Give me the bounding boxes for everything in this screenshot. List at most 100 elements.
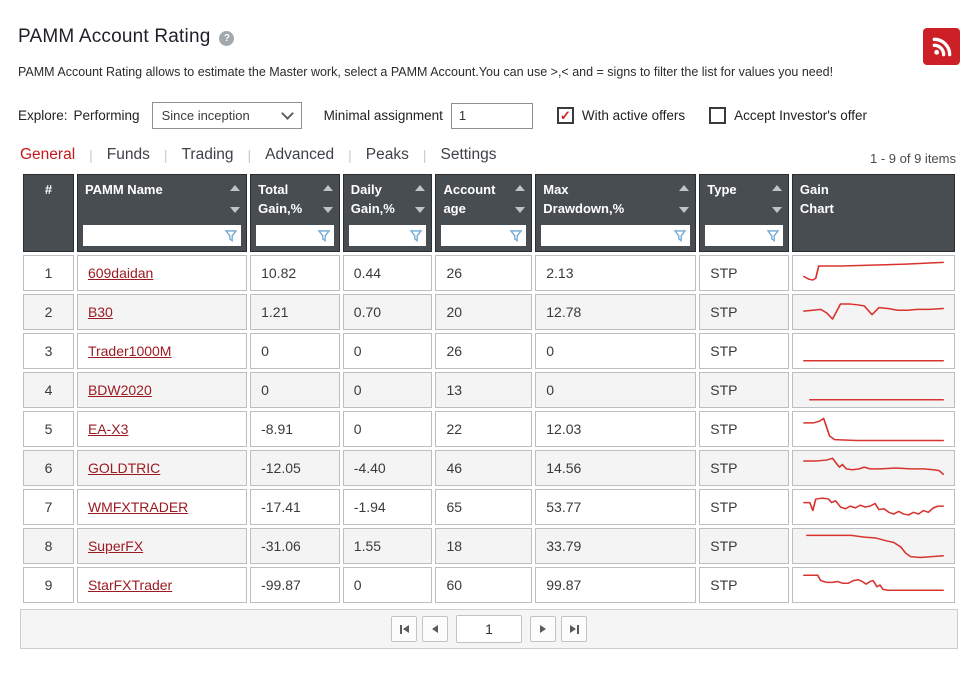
pamm-name-link[interactable]: BDW2020 <box>87 382 152 398</box>
total-gain-cell: -17.41 <box>250 489 340 525</box>
sort-up-icon[interactable] <box>679 185 690 191</box>
filter-input-age[interactable] <box>441 225 510 246</box>
column-header-age[interactable]: Account age <box>435 174 533 252</box>
filter-input-type[interactable] <box>705 225 766 246</box>
tab-general[interactable]: General <box>20 146 76 163</box>
column-header-type[interactable]: Type <box>699 174 789 252</box>
page-title: PAMM Account Rating <box>18 26 211 47</box>
title-row: PAMM Account Rating ? <box>18 26 958 48</box>
sort-up-icon[interactable] <box>515 185 526 191</box>
sort-up-icon[interactable] <box>322 185 333 191</box>
pamm-name-cell: Trader1000M <box>76 333 248 369</box>
column-header-chart: Gain Chart <box>791 174 955 252</box>
gain-chart-cell <box>791 411 955 447</box>
pamm-name-link[interactable]: 609daidan <box>87 265 154 281</box>
gain-chart-cell <box>791 450 955 486</box>
pamm-name-link[interactable]: StarFXTrader <box>87 577 173 593</box>
column-header-max_dd[interactable]: Max Drawdown,% <box>535 174 697 252</box>
daily-gain-cell: 0.44 <box>342 255 433 291</box>
gain-chart-cell <box>791 528 955 564</box>
type-cell: STP <box>699 411 789 447</box>
sort-down-icon[interactable] <box>322 207 333 213</box>
max-drawdown-cell: 14.56 <box>535 450 697 486</box>
last-page-button[interactable] <box>561 616 587 642</box>
minimal-assignment-input[interactable] <box>450 102 533 129</box>
account-age-cell: 22 <box>435 411 533 447</box>
max-drawdown-cell: 0 <box>535 372 697 408</box>
sort-up-icon[interactable] <box>415 185 426 191</box>
column-label: Type <box>707 182 737 197</box>
total-gain-cell: 10.82 <box>250 255 340 291</box>
filter-funnel-icon <box>317 229 331 242</box>
pamm-name-link[interactable]: B30 <box>87 304 113 320</box>
last-page-icon <box>576 624 579 634</box>
daily-gain-cell: 0 <box>342 411 433 447</box>
table-row: 6 GOLDTRIC -12.05 -4.40 46 14.56 STP <box>23 450 955 486</box>
checkbox-box[interactable]: ✓ <box>709 107 727 124</box>
gain-chart-cell <box>791 294 955 330</box>
row-number: 2 <box>23 294 74 330</box>
sort-up-icon[interactable] <box>771 185 782 191</box>
column-filter <box>705 225 783 246</box>
period-select[interactable]: Since inception <box>151 102 302 129</box>
filter-input-total_gain[interactable] <box>256 225 317 246</box>
column-filter <box>541 225 691 246</box>
sort-down-icon[interactable] <box>415 207 426 213</box>
account-age-cell: 60 <box>435 567 533 603</box>
checkbox-box[interactable]: ✓ <box>556 107 574 124</box>
tab-funds[interactable]: Funds <box>106 146 150 163</box>
column-filter <box>348 225 427 246</box>
pamm-name-cell: B30 <box>76 294 248 330</box>
tab-advanced[interactable]: Advanced <box>265 146 335 163</box>
filter-input-max_dd[interactable] <box>541 225 674 246</box>
tab-trading[interactable]: Trading <box>181 146 234 163</box>
column-header-name[interactable]: PAMM Name <box>76 174 248 252</box>
pamm-name-link[interactable]: EA-X3 <box>87 421 129 437</box>
total-gain-cell: -99.87 <box>250 567 340 603</box>
daily-gain-cell: 0 <box>342 372 433 408</box>
total-gain-cell: 0 <box>250 333 340 369</box>
column-filter <box>82 225 242 246</box>
table-header-row: # PAMM Name Total Gain,% Daily Gain,% Account a… <box>23 174 955 252</box>
gain-chart-cell <box>791 255 955 291</box>
row-number: 9 <box>23 567 74 603</box>
checkbox-with-active-offers[interactable]: ✓ With active offers <box>556 107 685 124</box>
sort-down-icon[interactable] <box>771 207 782 213</box>
column-label: Daily Gain,% <box>350 182 395 216</box>
account-age-cell: 26 <box>435 333 533 369</box>
pamm-name-cell: 609daidan <box>76 255 248 291</box>
sort-down-icon[interactable] <box>515 207 526 213</box>
gain-sparkline <box>802 303 944 320</box>
first-page-button[interactable] <box>391 616 417 642</box>
filter-input-daily_gain[interactable] <box>348 225 410 246</box>
filter-funnel-icon <box>673 229 687 242</box>
column-header-total_gain[interactable]: Total Gain,% <box>250 174 340 252</box>
filter-bar: Explore: Performing Since inception Mini… <box>18 102 958 129</box>
sort-down-icon[interactable] <box>679 207 690 213</box>
page-number-input[interactable] <box>456 615 522 643</box>
account-age-cell: 18 <box>435 528 533 564</box>
type-cell: STP <box>699 567 789 603</box>
prev-page-button[interactable] <box>422 616 448 642</box>
pamm-name-link[interactable]: WMFXTRADER <box>87 499 189 515</box>
pamm-name-link[interactable]: SuperFX <box>87 538 144 554</box>
filter-input-name[interactable] <box>82 225 225 246</box>
tab-separator: | <box>422 147 427 163</box>
next-page-button[interactable] <box>530 616 556 642</box>
tab-separator: | <box>163 147 168 163</box>
row-number: 7 <box>23 489 74 525</box>
checkbox-accept-investor-s-offer[interactable]: ✓ Accept Investor's offer <box>709 107 867 124</box>
pamm-name-link[interactable]: GOLDTRIC <box>87 460 161 476</box>
pamm-name-link[interactable]: Trader1000M <box>87 343 172 359</box>
tab-settings[interactable]: Settings <box>440 146 497 163</box>
rss-icon[interactable] <box>923 28 960 65</box>
tab-peaks[interactable]: Peaks <box>365 146 409 163</box>
sort-up-icon[interactable] <box>230 185 241 191</box>
max-drawdown-cell: 0 <box>535 333 697 369</box>
column-header-daily_gain[interactable]: Daily Gain,% <box>342 174 433 252</box>
tabs-row: General | Funds | Trading | Advanced | Peaks | Set… <box>18 144 958 166</box>
help-icon[interactable]: ? <box>219 31 235 46</box>
account-age-cell: 65 <box>435 489 533 525</box>
sort-down-icon[interactable] <box>230 207 241 213</box>
